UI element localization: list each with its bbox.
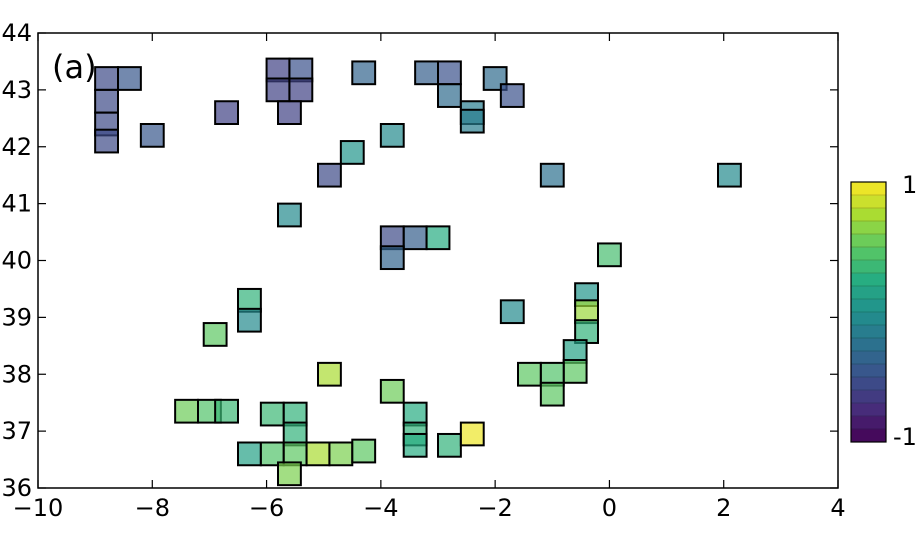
colorbar-segment: [851, 312, 886, 326]
colorbar-frame: [850, 181, 887, 443]
y-axis: 36 37 38 39 40 41 42 43 44: [1, 19, 838, 502]
grid-cell: [597, 242, 622, 268]
grid-cell: [202, 322, 228, 347]
grid-cell: [237, 441, 262, 467]
grid-cell: [214, 100, 239, 125]
y-tick-label: 36: [1, 474, 32, 502]
grid-cell: [437, 60, 462, 86]
colorbar-segment: [851, 273, 886, 287]
colorbar-segment: [851, 416, 886, 430]
grid-cell: [499, 83, 525, 108]
y-tick-label: 37: [1, 417, 32, 445]
grid-cell: [277, 100, 302, 125]
grid-cell: [94, 128, 120, 154]
y-tick-label: 40: [1, 247, 32, 275]
grid-cell: [277, 461, 302, 487]
grid-cell: [517, 361, 542, 387]
grid-cell: [117, 66, 142, 91]
colorbar-segment: [851, 364, 886, 378]
grid-cell: [562, 359, 588, 384]
grid-cell: [139, 123, 165, 148]
colorbar-segment: [851, 325, 886, 339]
grid-cell: [351, 438, 377, 464]
colorbar-segment: [851, 390, 886, 404]
x-tick-label: −10: [13, 494, 64, 522]
cells-layer: [94, 57, 742, 487]
grid-cell: [317, 162, 342, 188]
plot-background: [38, 33, 838, 488]
grid-cell: [425, 225, 451, 251]
grid-cell: [259, 401, 285, 427]
grid-cell: [351, 60, 377, 86]
y-tick-label: 39: [1, 303, 32, 331]
grid-cell: [339, 140, 365, 165]
grid-cell: [277, 202, 302, 228]
grid-cell: [459, 108, 485, 134]
x-axis: −10 −8 −6 −4 −2 0 2 4: [13, 33, 846, 522]
y-tick-label: 41: [1, 190, 32, 218]
colorbar-segment: [851, 429, 886, 443]
grid-cell: [265, 77, 291, 103]
panel-label: (a): [52, 48, 97, 86]
grid-cell: [214, 398, 239, 424]
colorbar-max-label: 1: [902, 171, 917, 199]
grid-cell: [328, 441, 354, 467]
grid-cell: [539, 162, 565, 188]
colorbar-segment: [851, 286, 886, 300]
grid-cell: [305, 441, 331, 467]
grid-cell: [437, 432, 462, 458]
colorbar-segment: [851, 221, 886, 235]
y-tick-label: 43: [1, 76, 32, 104]
x-tick-label: 4: [830, 494, 845, 522]
x-tick-label: −2: [477, 494, 512, 522]
colorbar-segment: [851, 377, 886, 391]
grid-cell: [499, 299, 525, 325]
y-tick-label: 44: [1, 19, 32, 47]
grid-cell: [94, 66, 120, 91]
x-tick-label: −8: [135, 494, 170, 522]
grid-cell: [437, 83, 462, 108]
x-tick-label: 2: [716, 494, 731, 522]
colorbar-segment: [851, 247, 886, 261]
colorbar-segment: [851, 299, 886, 313]
colorbar-segment: [851, 182, 886, 196]
colorbar-segment: [851, 338, 886, 352]
grid-cell: [414, 60, 439, 86]
colorbar-segment: [851, 260, 886, 274]
colorbar-min-label: -1: [893, 423, 917, 451]
colorbar-segment: [851, 208, 886, 222]
grid-cell: [717, 162, 742, 188]
grid-cell: [402, 225, 428, 251]
colorbar-segment: [851, 195, 886, 209]
grid-cell: [94, 88, 120, 114]
x-tick-label: −4: [363, 494, 398, 522]
y-tick-label: 38: [1, 360, 32, 388]
x-tick-label: 0: [602, 494, 617, 522]
grid-cell: [379, 245, 405, 271]
grid-cell: [237, 307, 262, 333]
colorbar-segment: [851, 234, 886, 248]
y-tick-label: 42: [1, 133, 32, 161]
grid-cell: [379, 123, 405, 148]
colorbar-segment: [851, 403, 886, 417]
grid-cell: [402, 432, 428, 458]
grid-cell: [539, 381, 565, 407]
colorbar: [850, 181, 887, 443]
x-tick-label: −6: [249, 494, 284, 522]
grid-cell: [379, 378, 405, 404]
colorbar-segment: [851, 351, 886, 365]
grid-cell: [317, 361, 342, 387]
grid-cell: [174, 398, 199, 424]
grid-cell: [288, 77, 314, 103]
grid-cell: [459, 421, 485, 447]
